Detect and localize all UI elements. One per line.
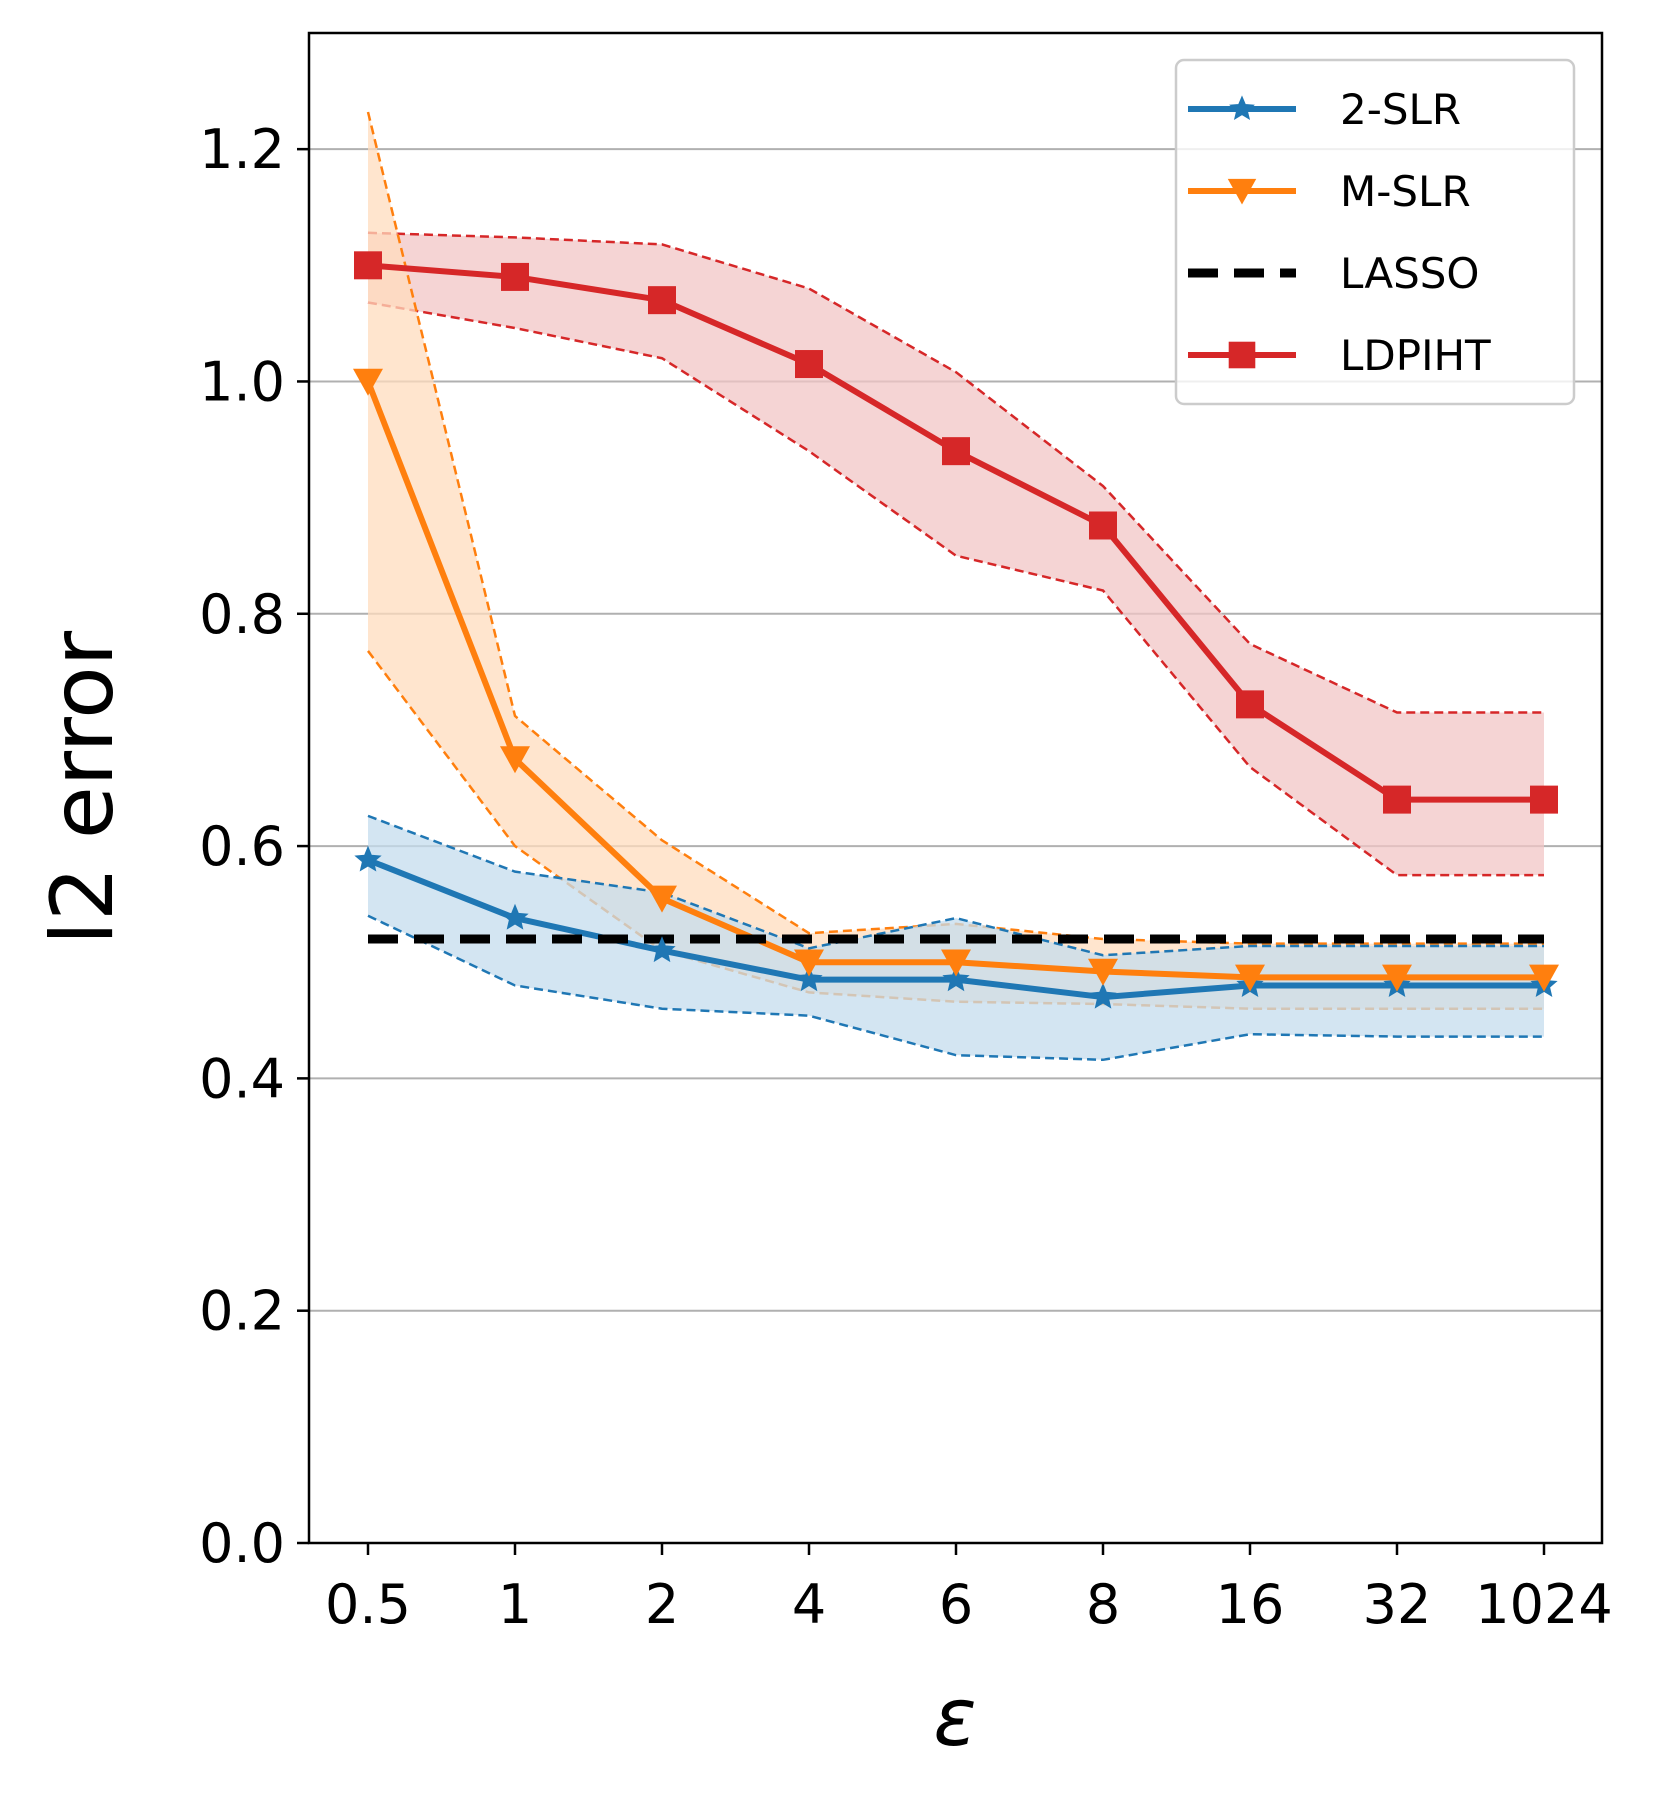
y-axis-title: l2 error <box>33 630 133 945</box>
band-upper-ldpiht <box>367 231 1544 714</box>
data-point-2-slr <box>501 903 529 930</box>
x-tick-label: 2 <box>645 1573 679 1636</box>
data-point-m-slr <box>1235 964 1265 992</box>
y-tick-label: 1.2 <box>199 118 285 181</box>
x-tick-label: 4 <box>792 1573 826 1636</box>
data-point-2-slr <box>648 936 676 963</box>
band-2-slr <box>368 815 1544 1060</box>
data-point-ldpiht <box>1236 690 1264 719</box>
x-axis-title: ε <box>933 1671 976 1764</box>
y-tick-label: 0.8 <box>199 583 285 646</box>
legend-marker-ldpiht <box>1228 341 1256 369</box>
legend-label-2-slr: 2-SLR <box>1340 85 1461 134</box>
data-point-ldpiht <box>942 437 970 466</box>
legend-marker-2-slr <box>1229 95 1255 121</box>
data-point-ldpiht <box>1089 511 1117 540</box>
y-tick-label: 0.6 <box>199 815 285 878</box>
x-tick-label: 1 <box>498 1573 532 1636</box>
data-point-2-slr <box>354 845 382 872</box>
data-point-ldpiht <box>354 251 382 280</box>
band-lower-2-slr <box>367 914 1544 1062</box>
y-tick-label: 1.0 <box>199 350 285 413</box>
data-point-m-slr <box>1529 964 1559 992</box>
x-tick-label: 0.5 <box>325 1573 411 1636</box>
data-point-ldpiht <box>1530 785 1558 814</box>
data-point-2-slr <box>795 965 823 992</box>
data-point-m-slr <box>1088 958 1118 986</box>
x-tick-label: 16 <box>1216 1573 1285 1636</box>
data-point-ldpiht <box>501 262 529 291</box>
y-tick-label: 0.0 <box>199 1512 285 1575</box>
band-lower-ldpiht <box>367 301 1544 877</box>
x-tick-label: 6 <box>939 1573 973 1636</box>
data-point-m-slr <box>353 368 383 396</box>
data-point-m-slr <box>1382 964 1412 992</box>
axis-ticks: 0.0 0.2 0.4 0.6 0.8 1.0 1.2 0.5 1 2 4 6 8 16 32 1024 <box>199 118 1613 1636</box>
y-tick-label: 0.4 <box>199 1047 285 1110</box>
data-point-m-slr <box>647 885 677 913</box>
x-tick-label: 1024 <box>1475 1573 1612 1636</box>
legend-marker-m-slr <box>1227 178 1257 205</box>
data-point-m-slr <box>500 746 530 774</box>
data-point-m-slr <box>794 949 824 977</box>
legend-frame <box>1174 58 1576 406</box>
legend: 2-SLR M-SLR LASSO LDPIHT <box>1174 58 1576 406</box>
x-tick-label: 32 <box>1363 1573 1432 1636</box>
data-point-2-slr <box>942 965 970 992</box>
legend-label-ldpiht: LDPIHT <box>1340 331 1491 380</box>
series-markers <box>353 251 1559 1009</box>
band-upper-2-slr <box>367 814 1544 957</box>
x-tick-label: 8 <box>1086 1573 1120 1636</box>
data-point-ldpiht <box>1383 785 1411 814</box>
data-point-2-slr <box>1089 982 1117 1009</box>
data-point-ldpiht <box>648 286 676 315</box>
data-point-ldpiht <box>795 350 823 379</box>
data-point-m-slr <box>941 949 971 977</box>
legend-label-lasso: LASSO <box>1340 249 1479 298</box>
y-tick-label: 0.2 <box>199 1280 285 1343</box>
legend-label-m-slr: M-SLR <box>1340 167 1471 216</box>
